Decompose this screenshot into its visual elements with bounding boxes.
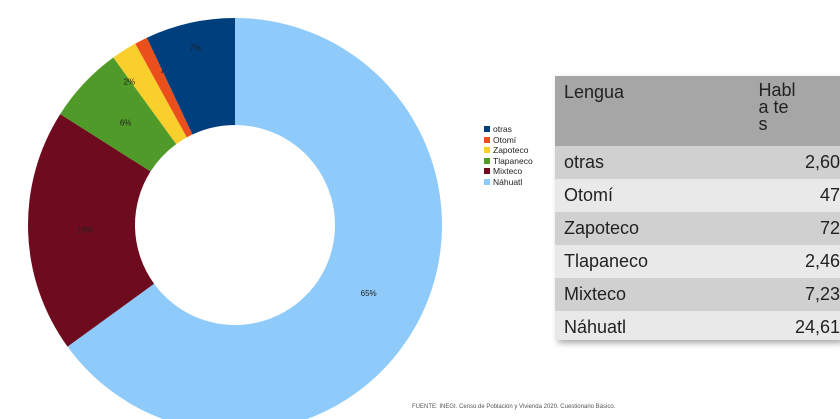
cell-lengua: Tlapaneco: [555, 245, 750, 278]
cell-hablantes: 47: [749, 179, 840, 212]
table-row: otras 2,60: [555, 146, 840, 179]
legend-label: otras: [493, 124, 512, 134]
legend-swatch: [484, 168, 490, 175]
legend-item: Otomí: [484, 135, 533, 146]
header-hablantes-text: Habla tes: [758, 80, 796, 134]
legend-item: otras: [484, 124, 533, 135]
table-row: Náhuatl 24,61: [555, 311, 840, 340]
speakers-table: Lengua Habla tes otras 2,60 Otomí 47 Zapot…: [555, 76, 840, 340]
legend-label: Mixteco: [493, 166, 523, 176]
header-hablantes: Habla tes: [749, 76, 840, 146]
legend-swatch: [484, 136, 490, 143]
legend-swatch: [484, 178, 490, 185]
cell-lengua: Zapoteco: [555, 212, 750, 245]
legend-label: Otomí: [493, 134, 517, 145]
cell-lengua: otras: [555, 146, 750, 179]
legend-item: Mixteco: [484, 166, 533, 177]
table-row: Tlapaneco 2,46: [555, 245, 840, 278]
legend-swatch: [484, 157, 490, 164]
cell-hablantes: 2,46: [749, 245, 840, 278]
slice-label: 6%: [120, 118, 132, 127]
chart-legend: otras Otomí Zapoteco Tlapaneco Mixteco N…: [484, 124, 533, 187]
table-header-row: Lengua Habla tes: [555, 76, 840, 146]
donut-slice: [146, 18, 235, 135]
legend-label: Náhuatl: [493, 176, 523, 187]
slice-label: 19%: [77, 226, 93, 235]
legend-item: Náhuatl: [484, 177, 533, 188]
cell-hablantes: 7,23: [749, 278, 840, 311]
cell-hablantes: 72: [749, 212, 840, 245]
table-row: Mixteco 7,23: [555, 278, 840, 311]
header-lengua: Lengua: [564, 82, 625, 102]
cell-hablantes: 2,60: [749, 146, 840, 179]
legend-swatch: [484, 126, 490, 133]
cell-hablantes: 24,61: [749, 311, 840, 340]
legend-label: Tlapaneco: [493, 155, 533, 166]
cell-lengua: Mixteco: [555, 278, 750, 311]
donut-slice: [60, 57, 177, 172]
slice-label: 7%: [190, 43, 202, 52]
legend-label: Zapoteco: [493, 145, 529, 155]
donut-chart: 65%19%6%2%1%7%: [28, 18, 442, 419]
slice-label: 2%: [124, 78, 136, 87]
table-row: Zapoteco 72: [555, 212, 840, 245]
donut-slice: [135, 37, 193, 138]
donut-slice: [28, 114, 155, 347]
source-note: FUENTE: INEGI. Censo de Población y Vivi…: [412, 404, 616, 410]
legend-item: Zapoteco: [484, 145, 533, 156]
legend-item: Tlapaneco: [484, 156, 533, 167]
slice-label: 65%: [361, 289, 377, 298]
cell-lengua: Náhuatl: [555, 311, 750, 340]
table-row: Otomí 47: [555, 179, 840, 212]
legend-swatch: [484, 147, 490, 154]
cell-lengua: Otomí: [555, 179, 750, 212]
donut-slice: [113, 43, 187, 145]
donut-slice: [67, 18, 442, 419]
